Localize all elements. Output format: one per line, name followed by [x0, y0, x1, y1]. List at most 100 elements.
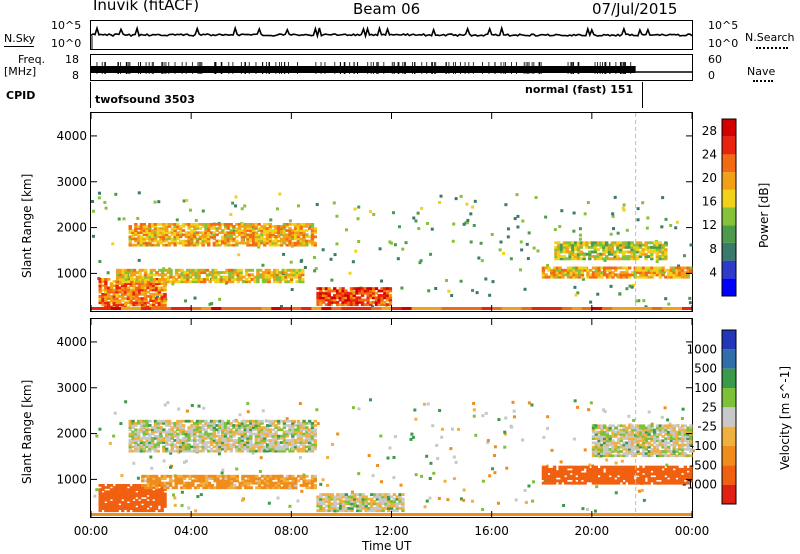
power-region-cell — [181, 239, 186, 243]
power-heatmap — [91, 191, 693, 310]
power-region-cell — [144, 271, 148, 275]
vel-ground-cell — [161, 513, 172, 516]
vel-region-cell — [153, 449, 158, 453]
power-region-cell — [149, 280, 153, 283]
vel-region-cell — [196, 477, 201, 481]
vel-region-cell — [307, 430, 312, 434]
vel-region-cell — [630, 441, 635, 445]
power-region-cell — [126, 295, 131, 298]
vel-region-cell — [288, 484, 292, 487]
vel-region-cell — [98, 490, 102, 494]
vel-region-cell — [153, 428, 158, 432]
power-region-cell — [158, 278, 162, 281]
power-region-cell — [106, 290, 111, 294]
vel-region-cell — [641, 467, 646, 471]
vel-region-cell — [307, 432, 312, 436]
power-region-cell — [243, 225, 247, 228]
power-region-cell — [190, 225, 194, 228]
power-region-cell — [282, 233, 287, 237]
vel-region-cell — [190, 428, 194, 432]
power-region-cell — [576, 252, 581, 256]
power-ground-cell — [601, 307, 613, 310]
vel-region-cell — [153, 436, 158, 440]
vel-region-cell — [322, 500, 326, 503]
power-region-cell — [664, 255, 668, 258]
vel-region-cell — [193, 443, 197, 447]
vel-noise-cell — [166, 401, 170, 405]
power-region-cell — [144, 275, 148, 279]
vel-region-cell — [173, 424, 177, 427]
vel-region-cell — [176, 445, 180, 449]
power-region-cell — [279, 239, 284, 243]
vel-region-cell — [387, 509, 391, 513]
vel-region-cell — [683, 435, 688, 438]
vel-ground-cell — [301, 513, 312, 516]
power-region-cell — [260, 237, 264, 241]
power-region-cell — [156, 243, 160, 247]
power-region-cell — [611, 275, 615, 279]
vel-noise-cell — [660, 415, 664, 419]
power-region-cell — [236, 278, 240, 281]
vel-region-cell — [282, 436, 287, 440]
power-region-cell — [148, 229, 152, 232]
vel-region-cell — [150, 445, 155, 449]
vel-region-cell — [597, 437, 601, 440]
vel-region-cell — [268, 434, 273, 438]
vel-region-cell — [226, 447, 231, 451]
vel-region-cell — [330, 493, 334, 497]
power-region-cell — [554, 245, 558, 249]
power-region-cell — [193, 243, 197, 247]
power-region-cell — [124, 275, 128, 279]
vel-region-cell — [666, 424, 671, 428]
power-region-cell — [170, 239, 175, 243]
vel-region-cell — [230, 479, 234, 483]
vel-region-cell — [641, 447, 646, 451]
vel-region-cell — [327, 502, 332, 506]
power-region-cell — [263, 237, 267, 241]
vel-region-cell — [336, 497, 340, 501]
power-region-cell — [184, 241, 189, 245]
vel-region-cell — [143, 490, 148, 494]
power-region-cell — [128, 227, 132, 230]
vel-region-cell — [174, 477, 178, 481]
power-region-cell — [388, 289, 393, 293]
vel-region-cell — [198, 434, 203, 438]
vel-region-cell — [338, 509, 343, 513]
vel-region-cell — [106, 496, 111, 500]
vel-region-cell — [285, 443, 289, 447]
vel-region-cell — [313, 447, 317, 451]
power-region-cell — [633, 257, 637, 261]
vel-region-cell — [370, 502, 374, 506]
vel-region-cell — [381, 500, 385, 503]
vel-region-cell — [296, 449, 301, 453]
power-region-cell — [624, 241, 629, 245]
power-region-cell — [585, 252, 589, 256]
power-region-cell — [557, 243, 561, 247]
power-region-cell — [126, 297, 131, 300]
vel-region-cell — [683, 432, 688, 436]
vel-region-cell — [201, 445, 205, 449]
vel-region-cell — [162, 439, 166, 442]
power-region-cell — [636, 275, 640, 279]
vel-region-cell — [115, 500, 119, 504]
vel-region-cell — [160, 477, 164, 481]
vel-region-cell — [137, 490, 142, 494]
power-region-cell — [352, 291, 356, 295]
power-region-cell — [596, 255, 600, 258]
power-region-cell — [263, 243, 267, 247]
power-region-cell — [565, 248, 569, 252]
vel-region-cell — [149, 494, 153, 498]
vel-region-cell — [98, 484, 102, 487]
power-region-cell — [212, 233, 217, 237]
vel-region-cell — [285, 477, 290, 481]
power-region-cell — [225, 280, 229, 284]
vel-region-cell — [118, 486, 122, 489]
vel-region-cell — [310, 430, 315, 434]
vel-noise-cell — [650, 422, 654, 426]
power-region-cell — [127, 271, 131, 275]
power-region-cell — [106, 286, 111, 290]
power-region-cell — [215, 233, 219, 237]
power-region-cell — [597, 271, 601, 275]
vel-region-cell — [305, 484, 309, 487]
